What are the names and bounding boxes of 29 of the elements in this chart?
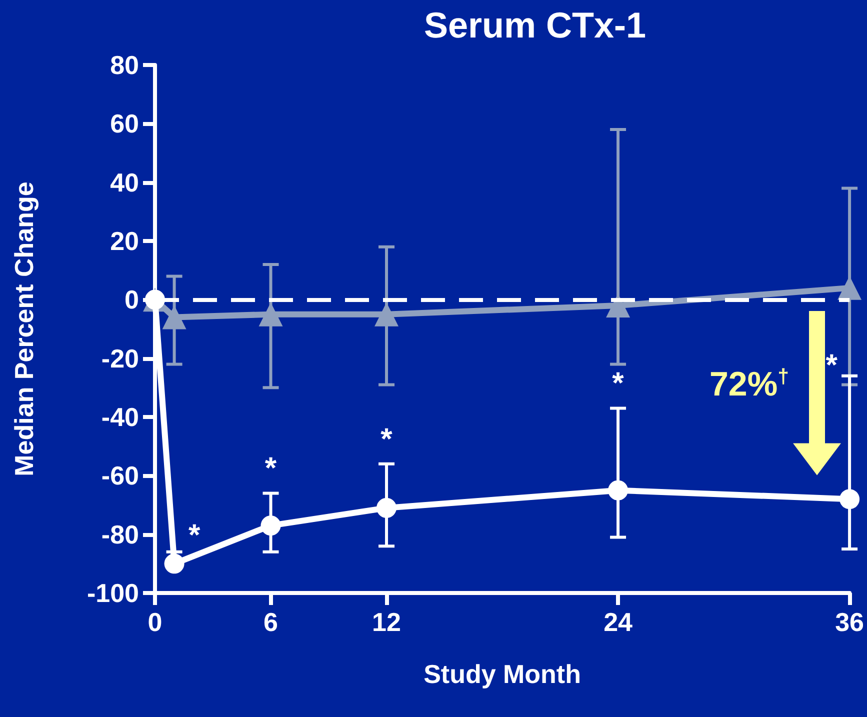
x-tick-label: 12 [372,607,401,637]
x-axis-title: Study Month [424,659,581,689]
point [376,498,397,518]
point [164,554,184,574]
y-tick-label: -80 [101,519,139,550]
annotation: * [264,452,277,486]
x-tick-label: 36 [835,607,864,637]
y-tick-label: -100 [86,578,139,608]
annotation: * [380,422,392,457]
point [840,489,860,510]
y-tick-label: 40 [110,167,139,198]
y-tick-label: -60 [101,460,139,491]
point [608,480,628,500]
annotation: * [826,348,838,383]
x-tick-label: 24 [604,607,634,637]
annotation: * [188,518,200,553]
y-tick-label: 60 [110,108,139,139]
y-tick-label: 20 [110,226,139,256]
chart-title: Serum CTx-1 [424,4,646,46]
point [260,516,281,536]
y-axis-title: Median Percent Change [9,182,39,476]
y-tick-label: -40 [101,402,139,432]
x-tick-label: 0 [148,607,162,637]
annotation: 72%$^{†}$ [710,365,789,404]
y-tick-label: 80 [110,50,139,80]
x-tick-label: 6 [264,607,278,637]
annotation: * [612,367,624,402]
y-tick-label: -20 [101,343,139,374]
y-tick-label: 0 [124,284,139,315]
